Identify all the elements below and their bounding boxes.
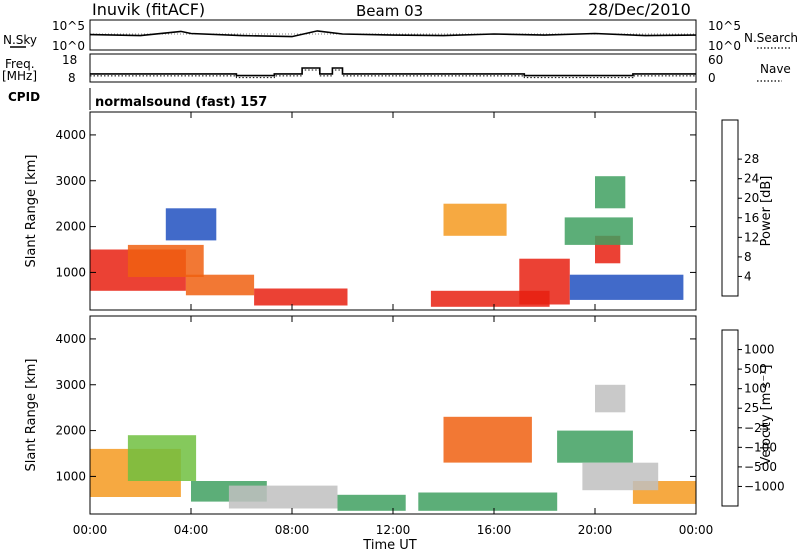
ytick-label: 3000: [55, 174, 86, 188]
scatter-region-7: [557, 430, 633, 463]
scatter-region-8: [595, 384, 626, 413]
noise-ytick-right-low: 10^0: [708, 39, 741, 53]
colorbar-frame: [721, 119, 739, 297]
colorbar-tick-label: 16: [744, 211, 759, 225]
ytick-label: 1000: [55, 265, 86, 279]
colorbar-tick-label: 12: [744, 230, 759, 244]
mhz-label: [MHz]: [2, 69, 37, 83]
freq-ytick-high: 18: [62, 53, 77, 67]
xtick-label: 00:00: [73, 523, 108, 537]
colorbar-tick-label: 28: [744, 152, 759, 166]
colorbar-tick-label: 100: [744, 382, 767, 396]
cpid-text: normalsound (fast) 157: [95, 95, 267, 110]
nave-ytick-high: 60: [708, 53, 723, 67]
scatter-region-9: [595, 176, 626, 209]
scatter-region-2: [185, 274, 255, 296]
noise-panel: 10^5 10^0 10^5 10^0: [52, 19, 741, 53]
station-title: Inuvik (fitACF): [92, 0, 205, 19]
colorbar-tick-label: −25: [744, 421, 769, 435]
scatter-region-8: [564, 217, 633, 245]
ytick-label: 3000: [55, 378, 86, 392]
velocity-ylabel: Slant Range [km]: [24, 359, 39, 472]
xtick-label: 04:00: [174, 523, 209, 537]
colorbar-frame: [721, 329, 739, 507]
colorbar-tick-label: 1000: [744, 343, 775, 357]
scatter-region-4: [337, 494, 406, 511]
scatter-region-3: [228, 485, 338, 509]
colorbar-tick-label: 20: [744, 191, 759, 205]
noise-ytick-low: 10^0: [52, 39, 85, 53]
cpid-label: CPID: [8, 90, 40, 104]
xtick-label: 16:00: [477, 523, 512, 537]
ytick-label: 4000: [55, 332, 86, 346]
scatter-region-3: [254, 288, 348, 306]
scatter-region-10: [582, 462, 659, 491]
xlabel: Time UT: [362, 538, 416, 553]
power-colorbar-label: Power [dB]: [759, 176, 774, 247]
power-axes: 1000 2000 3000 4000: [55, 128, 696, 279]
scatter-region-1: [127, 435, 197, 481]
freq-panel-frame: [89, 53, 697, 83]
nave-ytick-low: 0: [708, 71, 716, 85]
nave-step-line: [90, 69, 696, 79]
nave-label: Nave: [760, 62, 791, 76]
colorbar-tick-label: 24: [744, 172, 759, 186]
noise-ytick-right-high: 10^5: [708, 19, 741, 33]
n-search-label: N.Search: [744, 31, 798, 45]
power-scatter: [90, 176, 684, 307]
ytick-label: 2000: [55, 220, 86, 234]
ytick-label: 2000: [55, 424, 86, 438]
freq-step-line: [90, 67, 696, 77]
velocity-axes: 1000 2000 3000 4000: [55, 332, 696, 483]
freq-panel: 18 8 60 0: [62, 53, 723, 85]
xtick-label: 00:00: [679, 523, 714, 537]
time-axis: 00:00 04:00 08:00 12:00 16:00 20:00 00:00: [73, 112, 714, 537]
colorbar-tick-label: 500: [744, 362, 767, 376]
beam-title: Beam 03: [356, 2, 423, 20]
colorbar-tick-label: −1000: [744, 479, 785, 493]
xtick-label: 20:00: [578, 523, 613, 537]
velocity-scatter: [90, 384, 696, 511]
date-title: 28/Dec/2010: [588, 0, 691, 19]
colorbar-tick-label: 4: [744, 269, 752, 283]
ytick-label: 1000: [55, 469, 86, 483]
scatter-region-6: [569, 274, 684, 300]
xtick-label: 08:00: [275, 523, 310, 537]
scatter-region-5: [418, 492, 558, 511]
velocity-panel: 1000 2000 3000 4000 Slant Range [km]: [24, 315, 697, 515]
colorbar-tick-label: −500: [744, 460, 777, 474]
power-colorbar: Power [dB] 4 8 12 16 20 24 28: [721, 119, 774, 297]
n-sky-label: N.Sky: [3, 33, 37, 47]
scatter-region-11: [165, 208, 217, 241]
colorbar-tick-label: 8: [744, 250, 752, 264]
freq-ytick-low: 8: [68, 71, 76, 85]
power-ylabel: Slant Range [km]: [24, 155, 39, 268]
colorbar-tick-label: 25: [744, 401, 759, 415]
noise-sky-line: [89, 30, 697, 38]
scatter-region-1: [127, 244, 204, 277]
xtick-label: 12:00: [376, 523, 411, 537]
scatter-region-5: [519, 258, 570, 305]
velocity-colorbar: Velocity [m s⁻¹] 1000 500 100 25 −25 −100 −500…: [721, 329, 785, 507]
ytick-label: 4000: [55, 128, 86, 142]
velocity-colorbar-label: Velocity [m s⁻¹]: [759, 365, 774, 466]
colorbar-tick-label: −100: [744, 440, 777, 454]
scatter-region-10: [443, 203, 507, 236]
power-panel: 1000 2000 3000 4000 Slant Range [km]: [24, 111, 697, 311]
scatter-region-6: [443, 416, 532, 463]
freq-label: Freq.: [5, 57, 35, 71]
noise-ytick-high: 10^5: [52, 19, 85, 33]
